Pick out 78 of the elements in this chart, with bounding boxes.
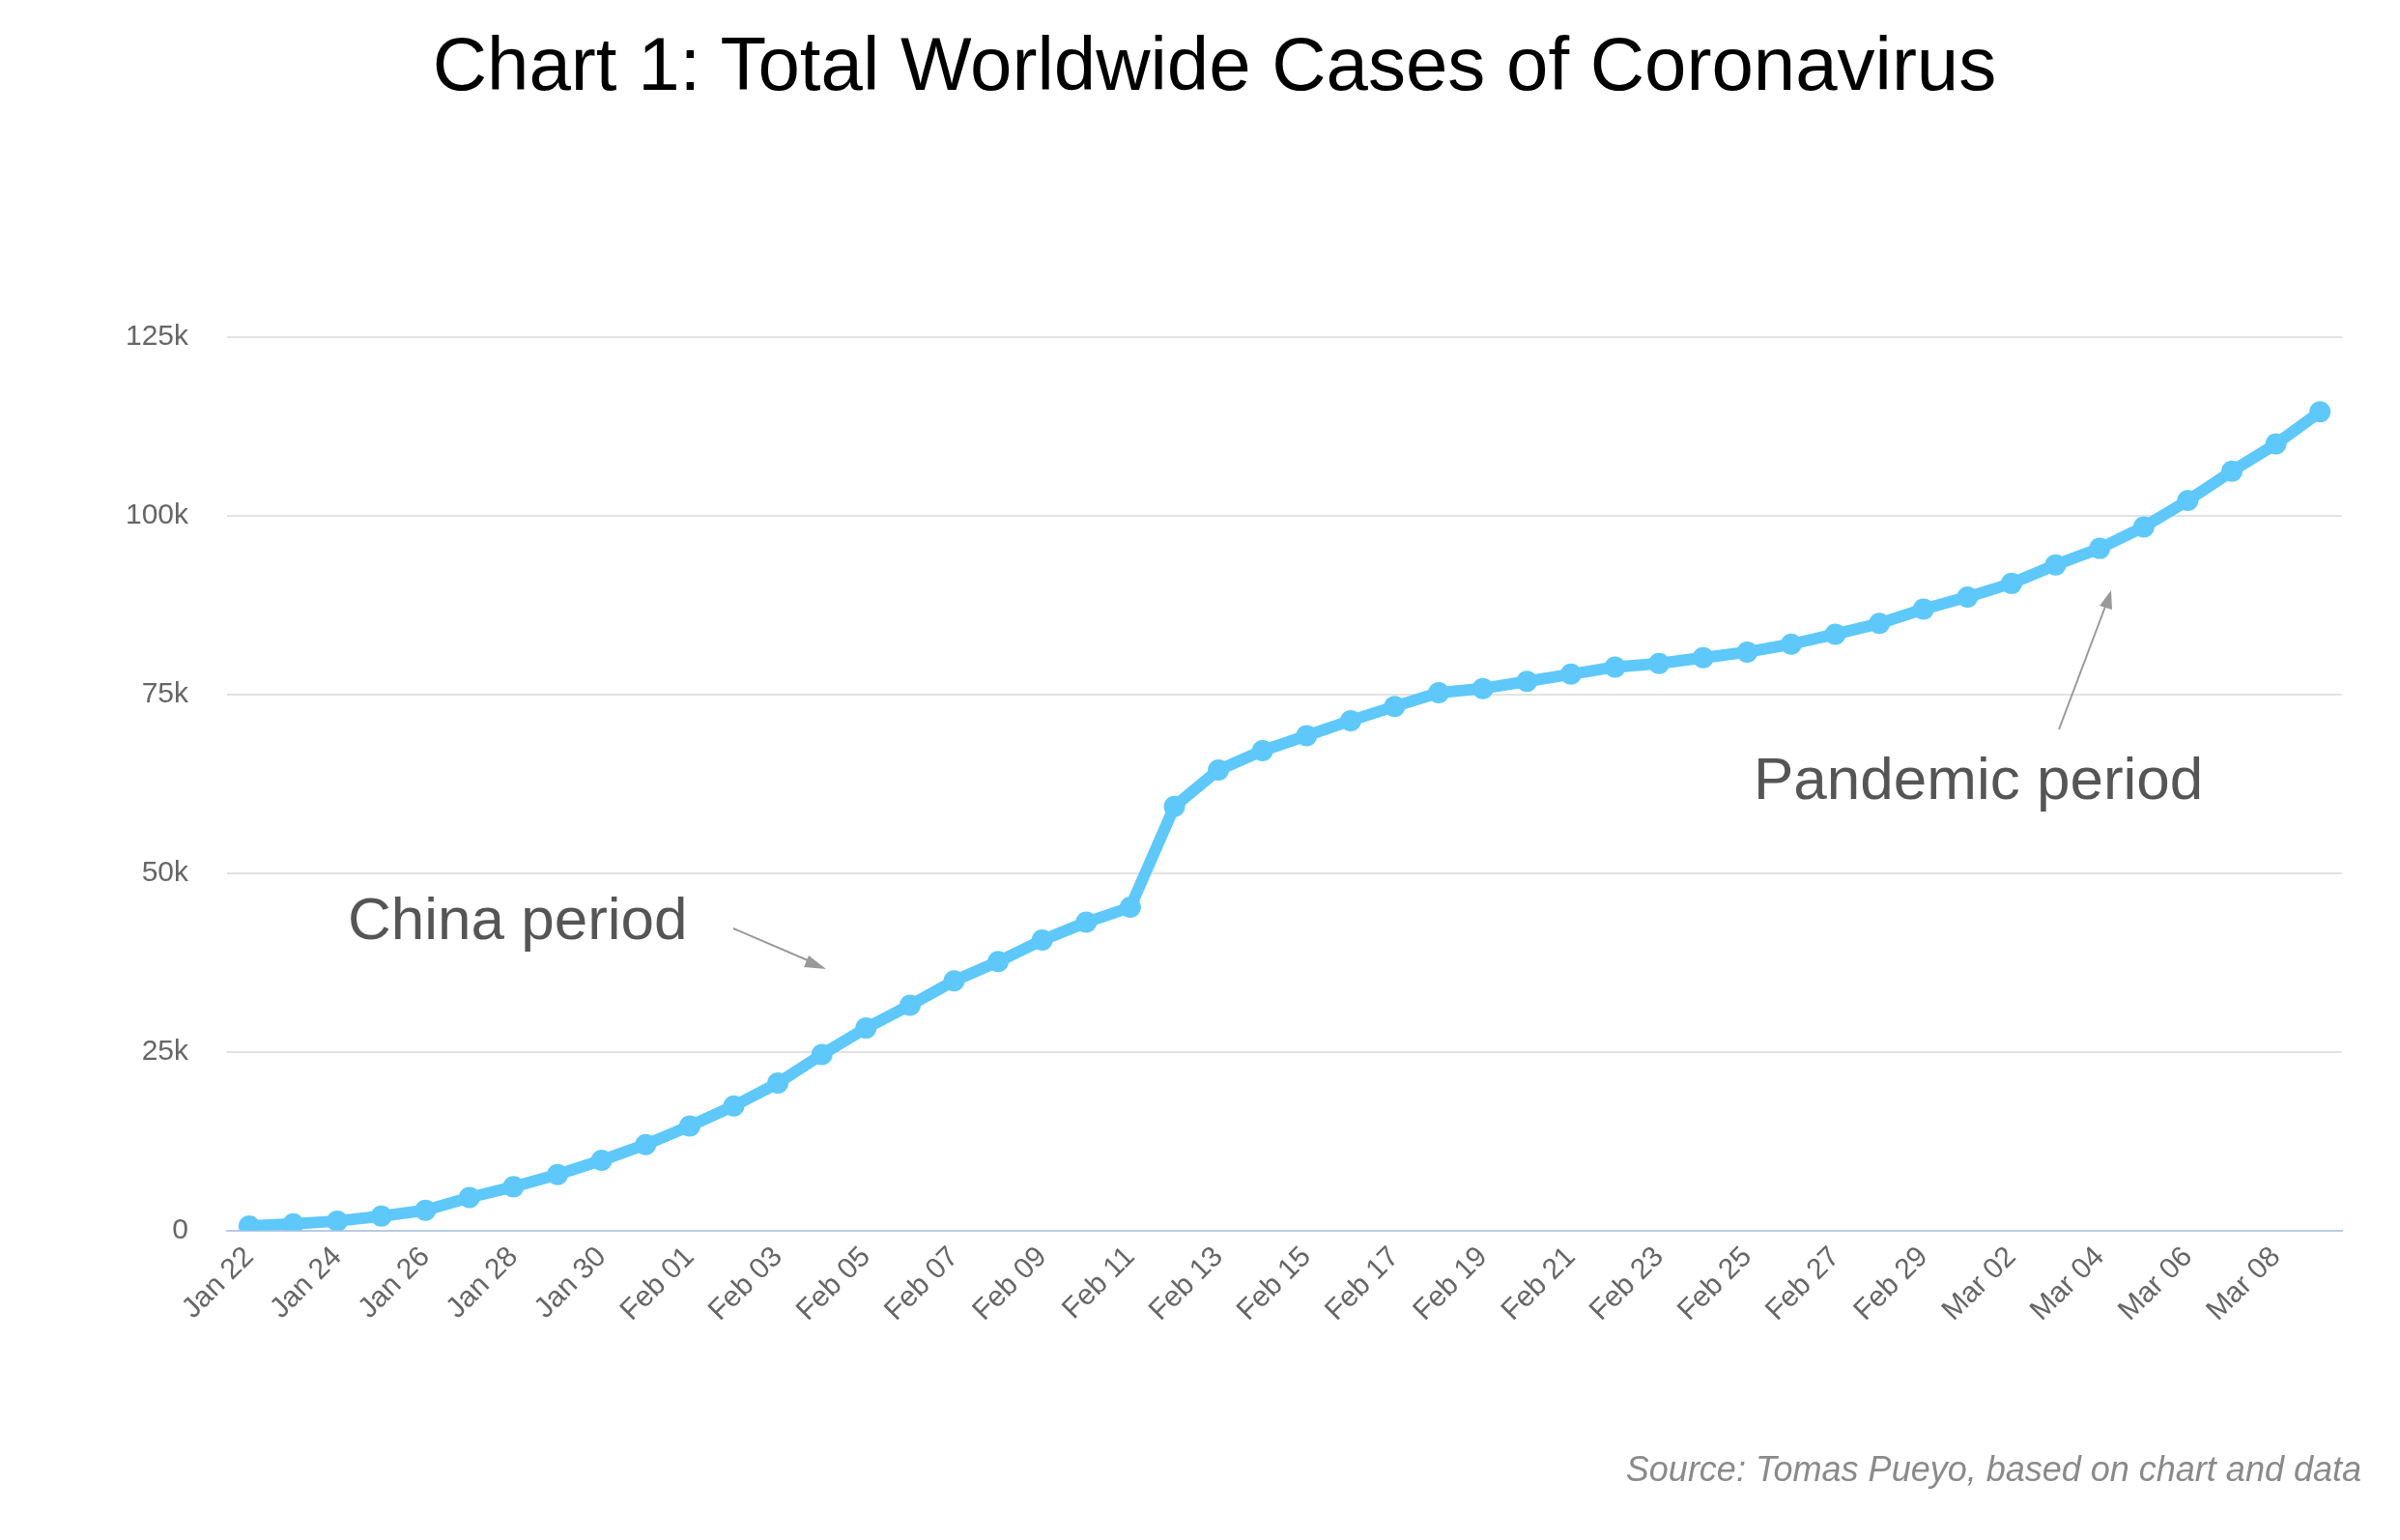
x-tick-label: Feb 19 [1406,1239,1493,1326]
x-tick-label: Mar 04 [2022,1239,2110,1326]
point [1119,897,1141,919]
point [2309,401,2331,423]
x-tick-label: Feb 07 [877,1239,964,1326]
point [1912,598,1934,620]
x-tick-label: Feb 09 [965,1239,1052,1326]
point [547,1163,569,1185]
annotation: China period [348,884,688,953]
point [370,1205,392,1227]
point [1163,795,1186,817]
point [2265,433,2287,455]
x-tick-label: Feb 29 [1846,1239,1933,1326]
point [1780,633,1802,655]
point [1648,652,1671,674]
point [1824,623,1846,645]
x-tick-label: Feb 21 [1494,1239,1582,1326]
point [2220,460,2243,482]
x-tick-label: Jan 24 [263,1239,348,1325]
x-tick-label: Jan 28 [439,1239,524,1325]
point [899,994,921,1016]
point [1031,929,1053,952]
annotation: Pandemic period [1754,744,2204,813]
point [1384,696,1406,718]
y-tick-label: 25k [141,1033,190,1066]
point [458,1186,480,1209]
point [767,1072,789,1095]
x-tick-label: Feb 11 [1055,1239,1140,1325]
point [1736,641,1758,663]
x-tick-label: Mar 02 [1934,1239,2022,1326]
x-tick-label: Feb 15 [1230,1239,1317,1326]
point [1075,911,1098,933]
point [1559,663,1582,685]
point [987,951,1010,973]
point [723,1095,745,1117]
x-tick-label: Feb 23 [1582,1239,1670,1326]
point [1604,656,1626,678]
y-tick-label: 125k [125,318,190,351]
x-tick-label: Feb 05 [789,1239,876,1326]
point [1516,670,1538,693]
x-tick-label: Mar 08 [2199,1239,2286,1326]
point [943,970,965,992]
point [811,1043,833,1066]
y-tick-label: 100k [125,497,190,529]
x-tick-label: Feb 17 [1318,1239,1405,1326]
x-tick-label: Feb 13 [1141,1239,1229,1326]
x-tick-label: Feb 25 [1671,1239,1757,1326]
x-tick-label: Jan 26 [351,1239,436,1325]
x-tick-label: Jan 30 [527,1239,612,1325]
point [1428,682,1450,704]
y-tick-label: 50k [141,854,190,887]
y-tick-label: 75k [141,675,190,708]
point [1471,677,1494,699]
point [1296,725,1318,747]
point [2177,490,2199,512]
point [2132,516,2155,538]
chart-title: Chart 1: Total Worldwide Cases of Coronavirus [432,21,1997,107]
point [1869,613,1891,635]
point [1208,758,1230,781]
point [590,1149,613,1171]
x-tick-label: Feb 01 [613,1239,700,1326]
x-tick-label: Feb 03 [700,1239,788,1326]
point [502,1176,525,1198]
point [414,1199,437,1221]
point [1339,709,1361,731]
point [855,1017,877,1040]
x-tick-label: Mar 06 [2111,1239,2198,1326]
point [1251,740,1273,762]
point [1692,646,1714,669]
point [2044,554,2067,576]
point [635,1133,657,1155]
point [327,1210,349,1231]
x-tick-label: Feb 27 [1758,1239,1845,1326]
point [678,1115,700,1137]
point [2000,572,2022,594]
source-note: Source: Tomas Pueyo, based on chart and data [1625,1449,2361,1490]
point [2089,537,2111,559]
point [1957,585,1979,608]
